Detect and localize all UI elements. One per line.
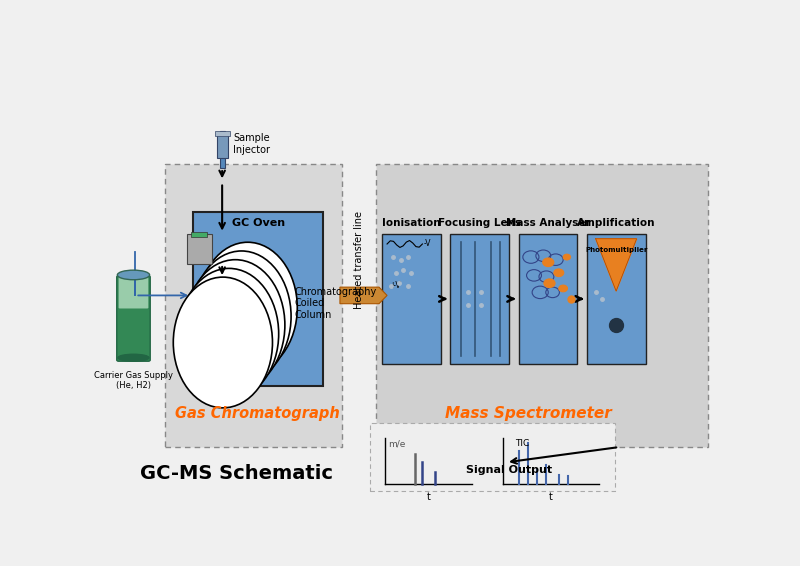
Text: +V: +V — [390, 281, 401, 290]
FancyBboxPatch shape — [370, 423, 614, 491]
Text: GC-MS Schematic: GC-MS Schematic — [140, 464, 333, 483]
Ellipse shape — [554, 269, 564, 277]
Text: Ionisation: Ionisation — [382, 218, 441, 228]
Text: Chromatography
Coiled
Column: Chromatography Coiled Column — [294, 286, 377, 320]
Bar — [191, 232, 207, 237]
FancyBboxPatch shape — [518, 234, 578, 365]
FancyArrow shape — [340, 287, 387, 304]
Polygon shape — [596, 239, 637, 291]
Ellipse shape — [118, 270, 150, 280]
Ellipse shape — [192, 251, 291, 381]
FancyBboxPatch shape — [450, 234, 509, 365]
Bar — [214, 131, 230, 136]
Bar — [187, 234, 211, 264]
Text: -V: -V — [424, 239, 431, 248]
FancyBboxPatch shape — [382, 234, 441, 365]
Text: TIC: TIC — [515, 439, 530, 448]
Ellipse shape — [563, 254, 570, 260]
FancyBboxPatch shape — [117, 276, 150, 361]
Ellipse shape — [198, 242, 298, 373]
Text: Heated transfer line: Heated transfer line — [354, 211, 364, 308]
Text: m/e: m/e — [388, 439, 406, 448]
Text: t: t — [549, 492, 553, 502]
Text: Gas Chromatograph: Gas Chromatograph — [174, 406, 339, 421]
Text: t: t — [426, 492, 430, 502]
FancyBboxPatch shape — [376, 164, 708, 447]
Text: Focusing Lens: Focusing Lens — [438, 218, 522, 228]
Ellipse shape — [542, 258, 554, 267]
Text: Photomultiplier: Photomultiplier — [585, 247, 647, 254]
Text: Signal Output: Signal Output — [466, 465, 552, 474]
FancyBboxPatch shape — [165, 164, 342, 447]
Ellipse shape — [118, 354, 149, 361]
Text: GC Oven: GC Oven — [231, 218, 285, 228]
FancyBboxPatch shape — [586, 234, 646, 365]
Text: Mass Analyser: Mass Analyser — [506, 218, 590, 228]
Bar — [217, 134, 228, 158]
Ellipse shape — [186, 260, 285, 391]
Text: Sample
Injector: Sample Injector — [234, 134, 270, 155]
Text: Mass Spectrometer: Mass Spectrometer — [445, 406, 612, 421]
Bar — [220, 131, 225, 168]
Ellipse shape — [544, 279, 555, 288]
Ellipse shape — [174, 277, 273, 408]
Ellipse shape — [558, 285, 567, 292]
FancyBboxPatch shape — [193, 212, 323, 386]
Text: Carrier Gas Supply
(He, H2): Carrier Gas Supply (He, H2) — [94, 371, 173, 390]
Ellipse shape — [179, 268, 278, 399]
FancyBboxPatch shape — [118, 277, 148, 308]
Text: Amplification: Amplification — [577, 218, 655, 228]
